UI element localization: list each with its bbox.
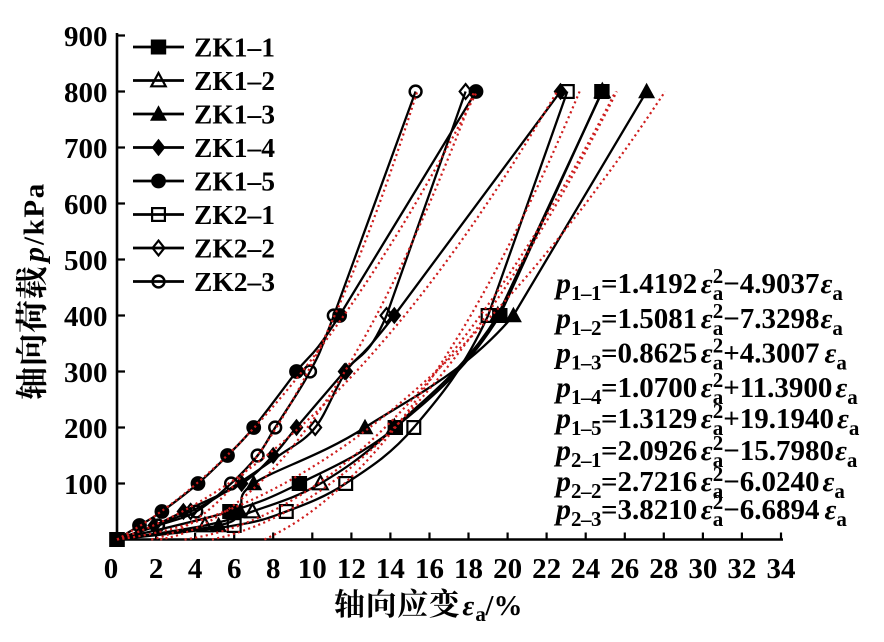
svg-text:/%: /% — [484, 590, 522, 622]
svg-text:20: 20 — [493, 553, 522, 585]
svg-text:ZK1–4: ZK1–4 — [194, 132, 275, 163]
svg-text:8: 8 — [266, 553, 281, 585]
svg-text:200: 200 — [64, 413, 108, 445]
svg-text:p: p — [18, 247, 51, 265]
svg-text:ZK1–3: ZK1–3 — [194, 98, 275, 129]
svg-text:500: 500 — [64, 245, 108, 277]
svg-text:28: 28 — [649, 553, 678, 585]
svg-text:34: 34 — [767, 553, 796, 585]
svg-text:700: 700 — [64, 133, 108, 165]
svg-text:900: 900 — [64, 21, 108, 53]
svg-text:0: 0 — [104, 553, 119, 585]
svg-text:4: 4 — [188, 553, 203, 585]
svg-text:ε: ε — [462, 590, 474, 622]
svg-text:18: 18 — [454, 553, 483, 585]
svg-text:100: 100 — [64, 469, 108, 501]
svg-text:26: 26 — [610, 553, 639, 585]
svg-text:10: 10 — [298, 553, 327, 585]
svg-text:30: 30 — [688, 553, 717, 585]
svg-text:32: 32 — [727, 553, 756, 585]
svg-text:16: 16 — [415, 553, 444, 585]
svg-text:ZK1–2: ZK1–2 — [194, 65, 275, 96]
svg-text:22: 22 — [532, 553, 561, 585]
svg-text:400: 400 — [64, 301, 108, 333]
svg-text:14: 14 — [376, 553, 405, 585]
svg-text:ZK2–3: ZK2–3 — [194, 266, 275, 297]
svg-text:2: 2 — [149, 553, 164, 585]
svg-text:24: 24 — [571, 553, 600, 585]
svg-text:800: 800 — [64, 77, 108, 109]
svg-text:600: 600 — [64, 189, 108, 221]
svg-text:ZK1–5: ZK1–5 — [194, 165, 275, 196]
svg-text:ZK2–2: ZK2–2 — [194, 232, 275, 263]
svg-text:6: 6 — [227, 553, 242, 585]
svg-text:ZK2–1: ZK2–1 — [194, 199, 275, 230]
svg-text:/kPa: /kPa — [19, 182, 51, 246]
svg-text:a: a — [475, 602, 486, 626]
svg-text:300: 300 — [64, 357, 108, 389]
svg-text:ZK1–1: ZK1–1 — [194, 31, 275, 62]
svg-text:12: 12 — [337, 553, 366, 585]
